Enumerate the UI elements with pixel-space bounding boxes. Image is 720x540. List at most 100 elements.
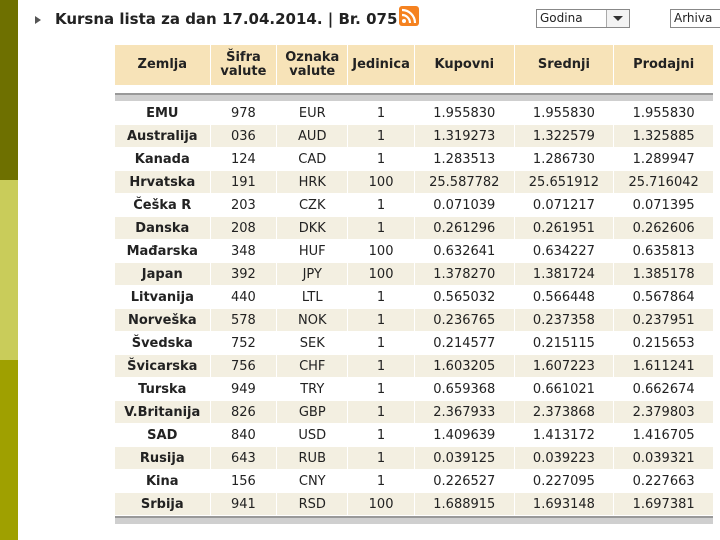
cell-middle: 1.693148	[514, 493, 614, 515]
cell-currency-label: LTL	[277, 286, 348, 308]
cell-currency-label: GBP	[277, 401, 348, 423]
cell-buying: 0.039125	[414, 447, 514, 469]
cell-currency-code: 392	[210, 263, 277, 285]
cell-middle: 0.661021	[514, 378, 614, 400]
arrow-bullet-icon	[35, 16, 41, 24]
period-select-value: Godina	[540, 11, 583, 25]
cell-unit: 1	[348, 378, 414, 400]
cell-country: Norveška	[115, 309, 210, 331]
cell-selling: 1.385178	[614, 263, 713, 285]
cell-middle: 1.607223	[514, 355, 614, 377]
cell-currency-label: RSD	[277, 493, 348, 515]
cell-currency-label: CAD	[277, 148, 348, 170]
cell-country: Australija	[115, 125, 210, 147]
cell-unit: 100	[348, 493, 414, 515]
header-buying: Kupovni	[414, 45, 514, 85]
table-row: Hrvatska 191 HRK 100 25.587782 25.651912 25.71…	[115, 171, 713, 193]
cell-unit: 100	[348, 263, 414, 285]
cell-middle: 1.322579	[514, 125, 614, 147]
cell-country: Švicarska	[115, 355, 210, 377]
cell-unit: 1	[348, 217, 414, 239]
table-row: Turska 949 TRY 1 0.659368 0.661021 0.662674	[115, 378, 713, 400]
cell-buying: 0.226527	[414, 470, 514, 492]
cell-middle: 25.651912	[514, 171, 614, 193]
chevron-down-icon[interactable]	[606, 10, 629, 27]
cell-country: SAD	[115, 424, 210, 446]
cell-middle: 0.227095	[514, 470, 614, 492]
cell-currency-label: CZK	[277, 194, 348, 216]
cell-buying: 1.955830	[414, 102, 514, 124]
cell-unit: 1	[348, 102, 414, 124]
table-row: Kanada 124 CAD 1 1.283513 1.286730 1.289947	[115, 148, 713, 170]
cell-currency-label: DKK	[277, 217, 348, 239]
table-row: Litvanija 440 LTL 1 0.565032 0.566448 0.567864	[115, 286, 713, 308]
cell-currency-label: CHF	[277, 355, 348, 377]
cell-currency-label: EUR	[277, 102, 348, 124]
cell-unit: 1	[348, 148, 414, 170]
cell-country: Mađarska	[115, 240, 210, 262]
cell-selling: 0.662674	[614, 378, 713, 400]
cell-currency-label: RUB	[277, 447, 348, 469]
cell-currency-label: USD	[277, 424, 348, 446]
cell-unit: 1	[348, 470, 414, 492]
cell-currency-code: 949	[210, 378, 277, 400]
table-row: Češka R 203 CZK 1 0.071039 0.071217 0.071395	[115, 194, 713, 216]
cell-selling: 1.611241	[614, 355, 713, 377]
side-bar-bottom	[0, 360, 18, 540]
cell-middle: 0.039223	[514, 447, 614, 469]
table-row: Rusija 643 RUB 1 0.039125 0.039223 0.039321	[115, 447, 713, 469]
cell-selling: 1.416705	[614, 424, 713, 446]
cell-currency-label: SEK	[277, 332, 348, 354]
header-selling: Prodajni	[614, 45, 713, 85]
cell-middle: 0.237358	[514, 309, 614, 331]
cell-unit: 100	[348, 171, 414, 193]
cell-currency-code: 191	[210, 171, 277, 193]
cell-middle: 0.566448	[514, 286, 614, 308]
cell-currency-code: 348	[210, 240, 277, 262]
cell-unit: 1	[348, 194, 414, 216]
cell-currency-code: 643	[210, 447, 277, 469]
cell-middle: 1.955830	[514, 102, 614, 124]
cell-selling: 0.262606	[614, 217, 713, 239]
cell-currency-label: JPY	[277, 263, 348, 285]
cell-buying: 1.319273	[414, 125, 514, 147]
cell-unit: 1	[348, 309, 414, 331]
cell-currency-code: 036	[210, 125, 277, 147]
cell-selling: 0.237951	[614, 309, 713, 331]
table-divider	[115, 93, 713, 101]
cell-country: Češka R	[115, 194, 210, 216]
cell-currency-code: 840	[210, 424, 277, 446]
cell-middle: 1.381724	[514, 263, 614, 285]
cell-unit: 1	[348, 125, 414, 147]
table-row: Japan 392 JPY 100 1.378270 1.381724 1.385178	[115, 263, 713, 285]
cell-currency-code: 756	[210, 355, 277, 377]
cell-country: Kina	[115, 470, 210, 492]
cell-currency-label: TRY	[277, 378, 348, 400]
archive-button-label: Arhiva	[674, 11, 713, 25]
archive-button[interactable]: Arhiva	[670, 9, 720, 28]
cell-selling: 0.071395	[614, 194, 713, 216]
table-row: Australija 036 AUD 1 1.319273 1.322579 1.32588…	[115, 125, 713, 147]
cell-country: Srbija	[115, 493, 210, 515]
cell-country: Hrvatska	[115, 171, 210, 193]
rss-icon[interactable]	[399, 6, 419, 26]
cell-buying: 0.261296	[414, 217, 514, 239]
cell-buying: 0.632641	[414, 240, 514, 262]
table-row: V.Britanija 826 GBP 1 2.367933 2.373868 2.3798…	[115, 401, 713, 423]
cell-buying: 2.367933	[414, 401, 514, 423]
cell-selling: 1.325885	[614, 125, 713, 147]
cell-middle: 0.215115	[514, 332, 614, 354]
table-row: Švedska 752 SEK 1 0.214577 0.215115 0.215653	[115, 332, 713, 354]
cell-currency-label: NOK	[277, 309, 348, 331]
period-select[interactable]: Godina	[536, 9, 630, 28]
cell-buying: 1.603205	[414, 355, 514, 377]
cell-selling: 1.289947	[614, 148, 713, 170]
cell-unit: 1	[348, 332, 414, 354]
cell-currency-code: 578	[210, 309, 277, 331]
table-row: SAD 840 USD 1 1.409639 1.413172 1.416705	[115, 424, 713, 446]
table-row: Švicarska 756 CHF 1 1.603205 1.607223 1.611241	[115, 355, 713, 377]
cell-buying: 0.071039	[414, 194, 514, 216]
table-row: EMU 978 EUR 1 1.955830 1.955830 1.955830	[115, 102, 713, 124]
cell-selling: 0.567864	[614, 286, 713, 308]
cell-currency-label: CNY	[277, 470, 348, 492]
